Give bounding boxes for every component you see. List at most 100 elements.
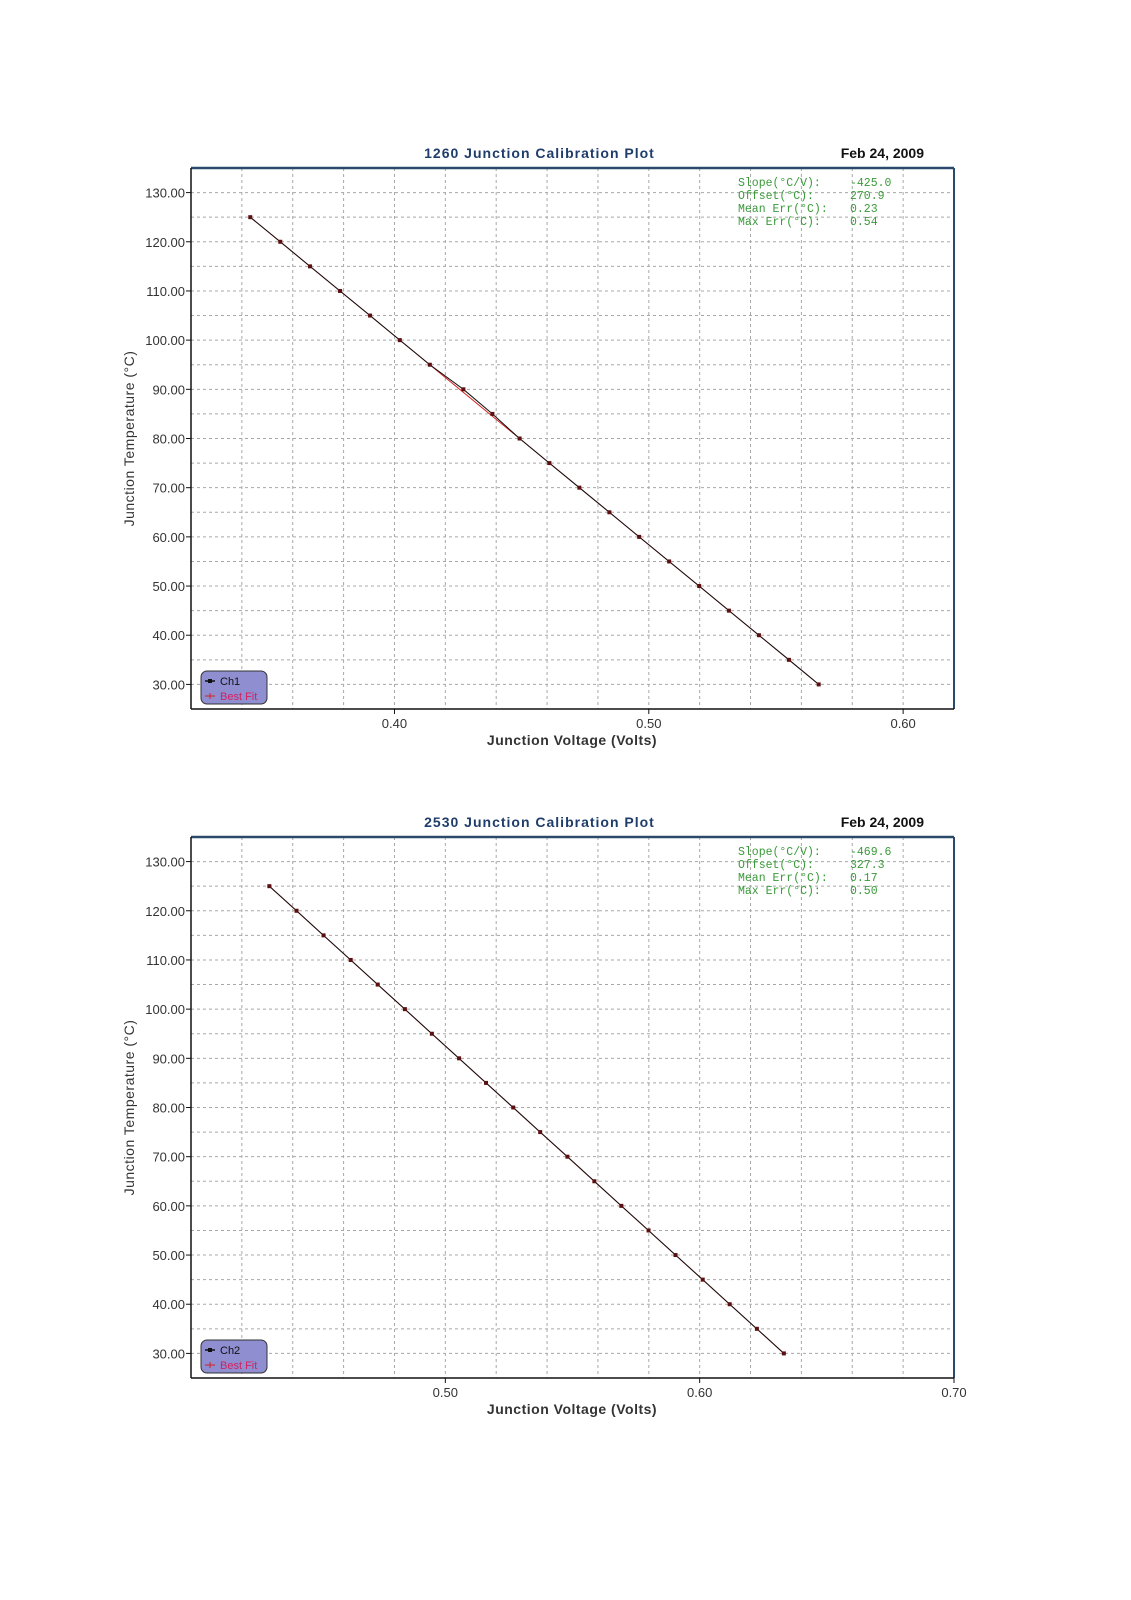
stat-value: 0.17: [850, 872, 878, 885]
data-point: [786, 657, 791, 662]
y-tick-label: 80.00: [152, 1101, 185, 1116]
stat-label: Slope(°C/V):: [738, 177, 821, 190]
stat-label: Mean Err(°C):: [738, 203, 828, 216]
data-point: [538, 1130, 543, 1135]
data-point: [592, 1179, 597, 1184]
stat-label: Offset(°C):: [738, 859, 814, 872]
stat-label: Max Err(°C):: [738, 216, 821, 229]
series-line-ch1: [249, 216, 820, 685]
data-point: [565, 1154, 570, 1159]
data-point: [607, 510, 612, 515]
data-point: [619, 1203, 624, 1208]
y-tick-label: 100.00: [145, 1002, 185, 1017]
y-tick-label: 90.00: [152, 1051, 185, 1066]
x-tick-label: 0.50: [433, 1385, 458, 1400]
chart-1: 1260 Junction Calibration Plot Feb 24, 20…: [121, 145, 955, 748]
y-tick-label: 120.00: [145, 904, 185, 919]
y-tick-label: 60.00: [152, 530, 185, 545]
data-point: [700, 1277, 705, 1282]
x-tick-label: 0.40: [382, 716, 407, 731]
y-tick-label: 70.00: [152, 1150, 185, 1165]
grid: [191, 168, 954, 709]
legend-box: [200, 1339, 268, 1374]
chart-2: 2530 Junction Calibration Plot Feb 24, 20…: [121, 814, 967, 1417]
y-axis-label: Junction Temperature (°C): [121, 1020, 137, 1196]
legend-box: [200, 670, 268, 705]
data-point: [429, 1031, 434, 1036]
y-tick-label: 40.00: [152, 1297, 185, 1312]
legend-marker-measured-square: [208, 679, 212, 683]
data-point: [397, 338, 402, 343]
y-tick-label: 100.00: [145, 333, 185, 348]
data-point: [248, 215, 253, 220]
y-tick-label: 110.00: [146, 953, 185, 968]
y-tick-label: 110.00: [146, 284, 185, 299]
data-point: [667, 559, 672, 564]
y-tick-label: 80.00: [152, 432, 185, 447]
data-point: [577, 485, 582, 490]
stat-label: Max Err(°C):: [738, 885, 821, 898]
y-axis-label: Junction Temperature (°C): [121, 351, 137, 527]
data-point: [461, 387, 466, 392]
data-point: [267, 884, 272, 889]
stat-value: 327.3: [850, 859, 885, 872]
data-point: [673, 1253, 678, 1258]
legend-marker-measured-square: [208, 1348, 212, 1352]
data-point: [402, 1007, 407, 1012]
legend-label-measured: Ch1: [220, 676, 240, 688]
y-tick-label: 40.00: [152, 628, 185, 643]
stat-value: 0.54: [850, 216, 878, 229]
y-tick-label: 30.00: [152, 1346, 185, 1361]
data-point: [727, 1302, 732, 1307]
data-point: [754, 1326, 759, 1331]
data-point: [646, 1228, 651, 1233]
data-point: [781, 1351, 786, 1356]
data-point: [368, 313, 373, 318]
stat-value: -425.0: [850, 177, 892, 190]
x-axis-label: Junction Voltage (Volts): [487, 732, 657, 748]
data-point: [321, 933, 326, 938]
data-point: [816, 682, 821, 687]
legend: Ch1 Best Fit: [200, 670, 268, 705]
stat-label: Slope(°C/V):: [738, 846, 821, 859]
y-tick-label: 60.00: [152, 1199, 185, 1214]
data-point: [511, 1105, 516, 1110]
y-tick-label: 90.00: [152, 382, 185, 397]
data-point: [375, 982, 380, 987]
x-tick-label: 0.60: [890, 716, 915, 731]
legend-label-fit: Best Fit: [220, 691, 257, 703]
data-point: [348, 957, 353, 962]
chart-title: 2530 Junction Calibration Plot: [424, 814, 655, 830]
x-tick-label: 0.50: [636, 716, 661, 731]
stat-value: -469.6: [850, 846, 892, 859]
stat-value: 0.23: [850, 203, 878, 216]
data-point: [547, 461, 552, 466]
x-axis-label: Junction Voltage (Volts): [487, 1401, 657, 1417]
legend-label-measured: Ch2: [220, 1345, 240, 1357]
y-tick-label: 30.00: [152, 677, 185, 692]
chart-date: Feb 24, 2009: [841, 145, 924, 161]
data-point: [637, 534, 642, 539]
stat-value: 0.50: [850, 885, 878, 898]
y-tick-label: 50.00: [152, 1248, 185, 1263]
data-point: [457, 1056, 462, 1061]
y-tick-label: 50.00: [152, 579, 185, 594]
stat-value: 270.9: [850, 190, 885, 203]
data-point: [756, 633, 761, 638]
x-tick-label: 0.70: [941, 1385, 966, 1400]
data-point: [697, 584, 702, 589]
data-point: [308, 264, 313, 269]
y-tick-label: 130.00: [145, 855, 185, 870]
grid: [191, 837, 954, 1378]
series-line-ch2: [268, 885, 785, 1354]
data-point: [294, 908, 299, 913]
x-tick-label: 0.60: [687, 1385, 712, 1400]
data-point: [427, 362, 432, 367]
legend-label-fit: Best Fit: [220, 1360, 257, 1372]
legend: Ch2 Best Fit: [200, 1339, 268, 1374]
stat-label: Mean Err(°C):: [738, 872, 828, 885]
data-point: [484, 1080, 489, 1085]
data-point: [517, 436, 522, 441]
y-tick-label: 70.00: [152, 481, 185, 496]
data-point: [338, 288, 343, 293]
